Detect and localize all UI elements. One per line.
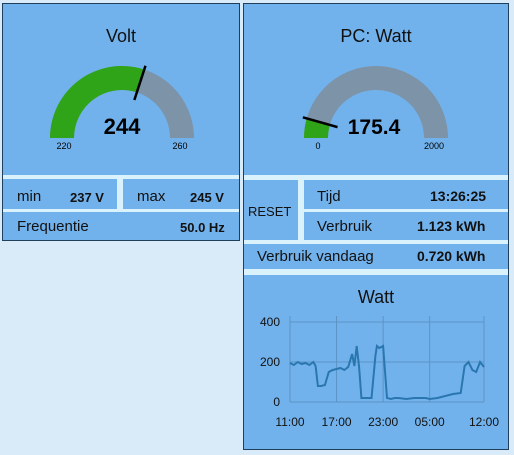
chart-x-tick-label: 05:00 xyxy=(415,415,445,429)
vandaag-label: Verbruik vandaag xyxy=(257,248,374,265)
freq-label: Frequentie xyxy=(17,218,89,235)
volt-gauge-needle xyxy=(133,65,147,101)
chart-x-tick-label: 11:00 xyxy=(275,415,304,429)
chart-series-line xyxy=(289,344,485,401)
volt-gauge: 244 220 260 xyxy=(50,65,194,151)
chart-y-tick-label: 400 xyxy=(260,315,280,329)
chart-title: Watt xyxy=(357,287,395,307)
reset-separator xyxy=(298,180,304,240)
watt-gauge-track xyxy=(304,66,448,138)
vandaag-separator xyxy=(244,269,508,275)
watt-gauge-max: 2000 xyxy=(424,141,444,151)
chart-x-tick-label: 23:00 xyxy=(368,415,398,429)
volt-separator-2 xyxy=(3,209,239,212)
volt-gauge-fill xyxy=(50,65,145,138)
chart-y-tick-label: 0 xyxy=(273,395,280,409)
freq-value: 50.0 Hz xyxy=(180,220,225,235)
volt-gauge-min: 220 xyxy=(56,141,71,151)
max-value: 245 V xyxy=(190,190,224,205)
watt-chart: 400 200 0 11:00 17:00 23:00 05:00 12:00 xyxy=(260,315,499,429)
watt-title: PC: Watt xyxy=(340,26,412,46)
watt-gauge-needle xyxy=(302,116,338,129)
chart-x-axis: 11:00 17:00 23:00 05:00 12:00 xyxy=(275,415,499,429)
volt-gauge-value: 244 xyxy=(104,114,141,139)
verbruik-label: Verbruik xyxy=(317,218,373,235)
reset-button[interactable]: RESET xyxy=(248,204,292,219)
verbruik-separator xyxy=(244,240,508,244)
volt-separator-v xyxy=(117,179,123,209)
volt-gauge-max: 260 xyxy=(172,141,187,151)
tijd-separator xyxy=(304,209,508,212)
tijd-value: 13:26:25 xyxy=(430,188,487,204)
watt-separator xyxy=(244,175,508,180)
watt-panel: PC: Watt 175.4 0 2000 xyxy=(243,3,509,450)
watt-gauge-value: 175.4 xyxy=(348,116,401,139)
volt-separator xyxy=(3,175,239,179)
verbruik-value: 1.123 kWh xyxy=(417,218,486,234)
max-label: max xyxy=(137,188,166,205)
chart-x-tick-label: 12:00 xyxy=(469,415,499,429)
min-label: min xyxy=(17,188,42,205)
vandaag-value: 0.720 kWh xyxy=(417,248,486,264)
watt-gauge-min: 0 xyxy=(315,141,320,151)
min-value: 237 V xyxy=(70,190,104,205)
chart-x-tick-label: 17:00 xyxy=(322,415,352,429)
volt-title: Volt xyxy=(105,26,137,46)
watt-gauge: 175.4 0 2000 xyxy=(302,66,448,151)
chart-grid xyxy=(289,316,485,403)
chart-y-axis: 400 200 0 xyxy=(260,315,280,409)
tijd-label: Tijd xyxy=(317,188,341,205)
chart-y-tick-label: 200 xyxy=(260,355,280,369)
